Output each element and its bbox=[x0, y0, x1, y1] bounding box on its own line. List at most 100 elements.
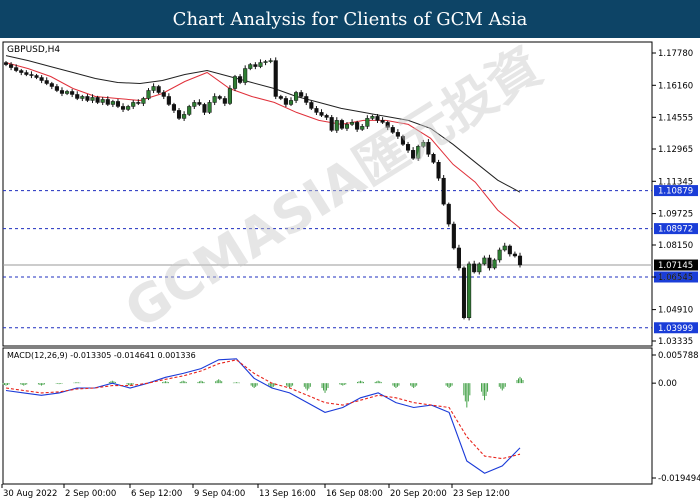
candle-body bbox=[19, 70, 24, 73]
candle bbox=[3, 60, 9, 67]
candle-body bbox=[512, 253, 517, 257]
candle bbox=[146, 88, 151, 101]
price-chart-svg: GBPUSD,H4 1.108791.089721.065451.039991.… bbox=[1, 37, 700, 499]
candle-body bbox=[385, 122, 390, 128]
macd-lines-layer bbox=[5, 358, 521, 474]
candle bbox=[222, 96, 227, 107]
candle bbox=[182, 111, 187, 121]
candle-body bbox=[436, 162, 441, 179]
candle-body bbox=[232, 76, 238, 89]
candle bbox=[176, 108, 182, 120]
candle bbox=[202, 102, 207, 116]
level-tag-label: 1.06545 bbox=[658, 273, 693, 283]
candle-body bbox=[405, 144, 411, 151]
ma-slow-line bbox=[5, 55, 521, 193]
chart-area: GBPUSD,H4 1.10879 1.08972 1.06545 1.03999 1.… bbox=[0, 37, 700, 500]
candle-body bbox=[507, 245, 512, 255]
candle-body bbox=[299, 92, 304, 97]
candle bbox=[411, 147, 416, 160]
macd-tick-label: 0.005788 bbox=[658, 351, 699, 361]
candle-body bbox=[416, 146, 421, 159]
candle bbox=[436, 159, 441, 181]
candle bbox=[126, 104, 131, 112]
candle-body bbox=[243, 68, 248, 83]
candle-body bbox=[268, 60, 273, 62]
candle bbox=[395, 129, 400, 139]
candle-body bbox=[24, 72, 29, 75]
candle bbox=[416, 144, 421, 161]
candle bbox=[24, 70, 29, 77]
ma-fast-line bbox=[5, 62, 521, 229]
candle bbox=[380, 117, 385, 124]
candle bbox=[421, 139, 426, 148]
candle bbox=[400, 134, 406, 146]
price-panel-frame bbox=[2, 41, 653, 347]
candle-body bbox=[248, 64, 253, 69]
candle-body bbox=[294, 92, 299, 101]
candle bbox=[456, 244, 461, 271]
level-tag bbox=[654, 185, 698, 197]
candle bbox=[355, 120, 360, 132]
candle-body bbox=[14, 67, 19, 71]
candle-body bbox=[207, 102, 212, 113]
candle bbox=[161, 90, 166, 100]
candle-body bbox=[339, 120, 344, 129]
time-tick-label: 16 Sep 08:00 bbox=[326, 489, 383, 499]
candle bbox=[324, 113, 329, 120]
candle-body bbox=[283, 98, 288, 105]
candle bbox=[227, 85, 232, 106]
candle bbox=[365, 115, 370, 129]
price-tick-label: 1.04910 bbox=[658, 306, 693, 316]
current-price-label: 1.07145 bbox=[658, 261, 693, 271]
candle-body bbox=[156, 86, 161, 93]
candle bbox=[512, 251, 517, 258]
candle-body bbox=[136, 102, 141, 104]
candle bbox=[141, 96, 146, 107]
candle bbox=[75, 91, 80, 101]
candle-body bbox=[487, 257, 492, 269]
macd-tick-label: 0.00 bbox=[658, 379, 677, 389]
ma-layer bbox=[5, 55, 521, 229]
candle-body bbox=[126, 106, 131, 110]
candle bbox=[283, 96, 288, 108]
candle bbox=[390, 124, 395, 134]
price-tick-label: 1.12965 bbox=[658, 145, 693, 155]
candle-body bbox=[477, 263, 482, 273]
candle bbox=[253, 62, 258, 70]
candle-body bbox=[288, 100, 294, 105]
candle bbox=[344, 121, 350, 131]
candle-body bbox=[446, 203, 451, 225]
level-tag bbox=[654, 223, 698, 235]
candle-body bbox=[110, 101, 115, 105]
candle-body bbox=[176, 110, 182, 119]
candle-body bbox=[151, 86, 156, 91]
candle-body bbox=[171, 104, 176, 111]
candle-body bbox=[467, 263, 472, 319]
candle bbox=[258, 59, 263, 69]
candle-body bbox=[365, 118, 370, 127]
candle-body bbox=[44, 80, 49, 84]
candle bbox=[85, 94, 90, 103]
candle-body bbox=[65, 91, 70, 94]
candle-body bbox=[85, 96, 90, 101]
candle-body bbox=[319, 112, 324, 116]
candles-layer bbox=[3, 57, 523, 321]
candle-body bbox=[39, 77, 44, 81]
candle-body bbox=[263, 61, 268, 63]
price-tick-label: 1.17780 bbox=[658, 49, 693, 59]
candle-body bbox=[182, 114, 187, 119]
candle bbox=[492, 258, 497, 270]
candle bbox=[487, 254, 492, 271]
candle bbox=[105, 96, 110, 107]
level-tag-label: 1.10879 bbox=[658, 187, 693, 197]
candle-body bbox=[421, 142, 426, 147]
price-tick-label: 1.03335 bbox=[658, 337, 693, 347]
candle bbox=[288, 97, 294, 107]
candle-body bbox=[238, 76, 243, 83]
candle bbox=[329, 115, 334, 132]
candle-body bbox=[344, 124, 350, 129]
candle-body bbox=[100, 99, 105, 103]
candle-body bbox=[441, 177, 446, 205]
candle bbox=[502, 242, 507, 252]
price-tick-label: 1.06545 bbox=[658, 273, 693, 283]
